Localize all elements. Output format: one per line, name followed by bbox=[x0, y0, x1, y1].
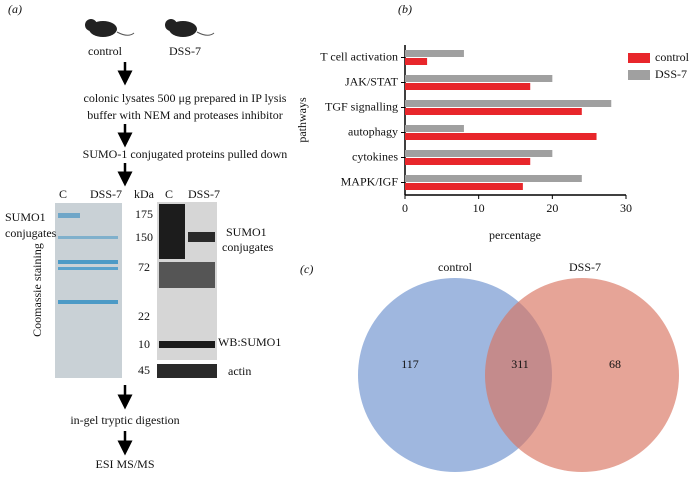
x-tick-label: 20 bbox=[546, 201, 558, 215]
step-text: colonic lysates 500 μg prepared in IP ly… bbox=[84, 91, 287, 105]
x-tick-label: 10 bbox=[473, 201, 485, 215]
bar bbox=[405, 125, 464, 132]
step-text: in-gel tryptic digestion bbox=[70, 413, 179, 427]
western-blot bbox=[157, 202, 217, 378]
panel-label: (b) bbox=[398, 2, 412, 16]
stain-label: Coomassie staining bbox=[30, 243, 44, 337]
bar bbox=[405, 58, 428, 65]
marker-label: 150 bbox=[135, 230, 153, 244]
bar bbox=[405, 133, 597, 140]
set-label: control bbox=[438, 260, 473, 274]
y-axis-label: pathways bbox=[295, 97, 309, 143]
gel-header: kDa bbox=[134, 187, 155, 201]
y-tick-label: cytokines bbox=[352, 149, 398, 163]
step-text: buffer with NEM and proteases inhibitor bbox=[87, 108, 282, 122]
gel-label: conjugates bbox=[222, 240, 274, 254]
bar bbox=[405, 183, 523, 190]
x-axis-label: percentage bbox=[489, 228, 541, 242]
gel-header: C bbox=[165, 187, 173, 201]
panel-label: (c) bbox=[300, 262, 313, 276]
bar bbox=[405, 50, 464, 57]
marker-label: 45 bbox=[138, 363, 150, 377]
gel-label: SUMO1 bbox=[226, 225, 267, 239]
actin-label: actin bbox=[228, 364, 251, 378]
gel-header: C bbox=[59, 187, 67, 201]
bar bbox=[405, 83, 531, 90]
legend-label: DSS-7 bbox=[655, 67, 687, 81]
bar bbox=[405, 108, 582, 115]
mouse-label: control bbox=[88, 44, 123, 58]
venn-count: 68 bbox=[609, 357, 621, 371]
marker-label: 22 bbox=[138, 309, 150, 323]
bar bbox=[405, 175, 582, 182]
y-tick-label: TGF signalling bbox=[325, 99, 398, 113]
marker-label: 72 bbox=[138, 260, 150, 274]
y-tick-label: T cell activation bbox=[320, 49, 398, 63]
coomassie-gel bbox=[55, 203, 122, 378]
panel-label: (a) bbox=[8, 2, 22, 16]
x-tick-label: 30 bbox=[620, 201, 632, 215]
x-tick-label: 0 bbox=[402, 201, 408, 215]
wb-label: WB:SUMO1 bbox=[218, 335, 281, 349]
venn-circle bbox=[485, 278, 679, 472]
mouse-icon bbox=[85, 19, 215, 37]
gel-header: DSS-7 bbox=[188, 187, 220, 201]
gel-label: SUMO1 bbox=[5, 210, 46, 224]
bar bbox=[405, 100, 612, 107]
venn-count: 117 bbox=[401, 357, 419, 371]
legend-swatch bbox=[628, 70, 650, 80]
y-tick-label: JAK/STAT bbox=[345, 74, 399, 88]
bar bbox=[405, 150, 553, 157]
marker-label: 10 bbox=[138, 337, 150, 351]
gel-header: DSS-7 bbox=[90, 187, 122, 201]
venn-count: 311 bbox=[511, 357, 529, 371]
y-tick-label: autophagy bbox=[348, 124, 398, 138]
legend-swatch bbox=[628, 53, 650, 63]
marker-label: 175 bbox=[135, 207, 153, 221]
legend-label: control bbox=[655, 50, 690, 64]
mouse-label: DSS-7 bbox=[169, 44, 201, 58]
y-tick-label: MAPK/IGF bbox=[341, 174, 399, 188]
step-text: ESI MS/MS bbox=[95, 457, 154, 471]
bar bbox=[405, 75, 553, 82]
step-text: SUMO-1 conjugated proteins pulled down bbox=[83, 147, 288, 161]
gel-label: conjugates bbox=[5, 226, 57, 240]
bar bbox=[405, 158, 531, 165]
set-label: DSS-7 bbox=[569, 260, 601, 274]
